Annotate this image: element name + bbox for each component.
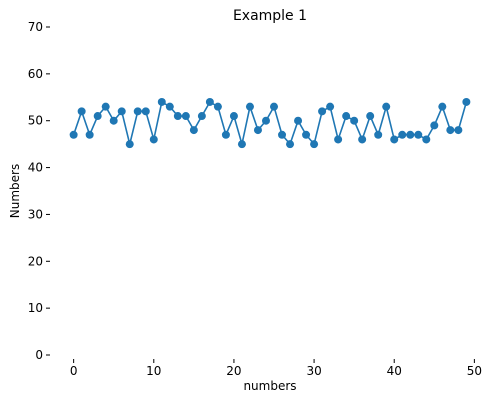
data-point: [350, 116, 359, 125]
x-axis: 0 10 20 30 40 50: [70, 359, 482, 378]
y-tick-label: 10: [28, 301, 43, 315]
data-point: [446, 126, 455, 135]
data-point: [189, 126, 198, 135]
data-point: [358, 135, 367, 144]
data-point: [205, 97, 214, 106]
data-point: [93, 112, 102, 121]
data-point: [326, 102, 335, 111]
data-point: [422, 135, 431, 144]
x-axis-label: numbers: [243, 379, 296, 393]
data-point: [157, 97, 166, 106]
y-tick-label: 60: [28, 67, 43, 81]
series-line: [72, 101, 468, 145]
data-point: [141, 107, 150, 116]
data-point: [117, 107, 126, 116]
data-point: [382, 102, 391, 111]
data-point: [334, 135, 343, 144]
x-tick-label: 10: [146, 364, 161, 378]
data-point: [181, 112, 190, 121]
data-point: [109, 116, 118, 125]
data-point: [398, 130, 407, 139]
data-point: [245, 102, 254, 111]
data-point: [253, 126, 262, 135]
x-tick-label: 0: [70, 364, 78, 378]
data-point: [462, 97, 471, 106]
x-tick-label: 30: [306, 364, 321, 378]
data-point: [125, 140, 134, 149]
y-axis-label: Numbers: [8, 164, 22, 218]
data-point: [366, 112, 375, 121]
chart-title: Example 1: [233, 8, 307, 24]
data-point: [318, 107, 327, 116]
y-tick-label: 50: [28, 114, 43, 128]
data-point: [430, 121, 439, 130]
data-point: [77, 107, 86, 116]
y-tick-label: 70: [28, 20, 43, 34]
x-tick-label: 40: [387, 364, 402, 378]
data-point: [342, 112, 351, 121]
data-point: [406, 130, 415, 139]
data-point: [294, 116, 303, 125]
data-point: [165, 102, 174, 111]
y-tick-label: 40: [28, 161, 43, 175]
data-point: [438, 102, 447, 111]
data-point: [261, 116, 270, 125]
data-point: [173, 112, 182, 121]
data-point: [213, 102, 222, 111]
data-point: [286, 140, 295, 149]
data-point: [69, 130, 78, 139]
data-point: [278, 130, 287, 139]
x-tick-label: 50: [467, 364, 482, 378]
data-point: [149, 135, 158, 144]
data-point: [237, 140, 246, 149]
y-tick-label: 30: [28, 207, 43, 221]
data-point: [133, 107, 142, 116]
data-point: [197, 112, 206, 121]
data-point: [101, 102, 110, 111]
y-tick-label: 0: [35, 348, 43, 362]
data-point: [270, 102, 279, 111]
data-point: [414, 130, 423, 139]
data-point: [374, 130, 383, 139]
series-layer: [69, 97, 471, 149]
y-axis: 0 10 20 30 40 50 60 70: [28, 20, 50, 362]
data-point: [229, 112, 238, 121]
data-point: [85, 130, 94, 139]
y-tick-label: 20: [28, 254, 43, 268]
data-point: [454, 126, 463, 135]
data-point: [221, 130, 230, 139]
data-point: [302, 130, 311, 139]
data-point: [390, 135, 399, 144]
data-point: [310, 140, 319, 149]
x-tick-label: 20: [226, 364, 241, 378]
